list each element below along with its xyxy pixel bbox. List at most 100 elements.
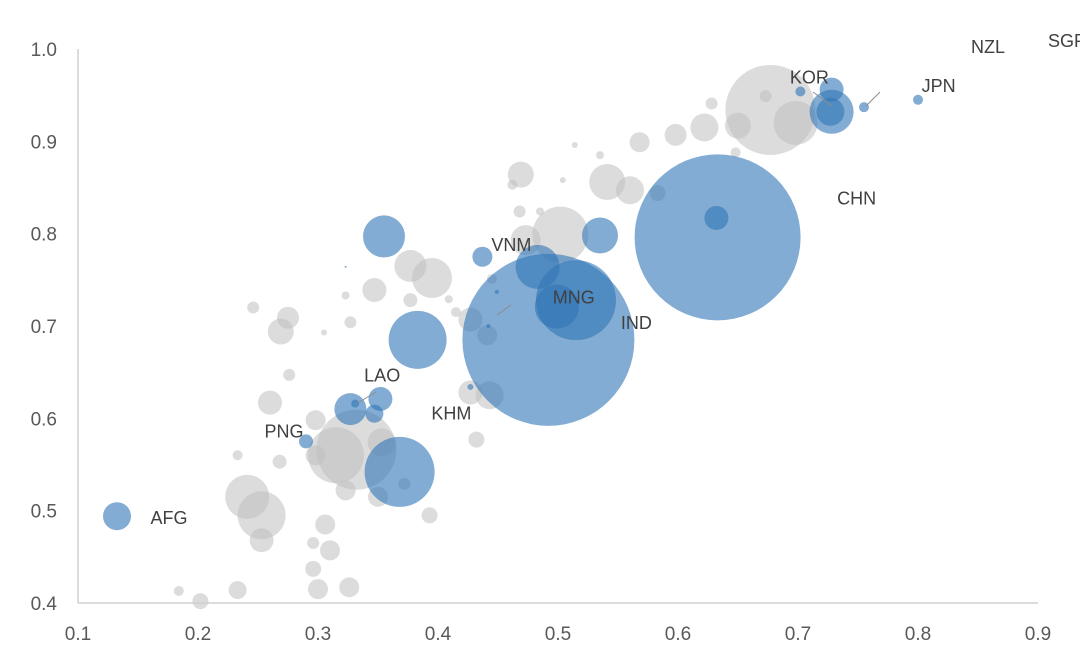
highlighted-bubbles bbox=[103, 77, 923, 531]
bubble-other bbox=[237, 491, 286, 540]
bubble-highlighted bbox=[486, 324, 491, 328]
bubble-other bbox=[444, 295, 453, 304]
bubble-other bbox=[308, 579, 328, 600]
bubble-other bbox=[690, 113, 719, 142]
y-tick-label: 0.9 bbox=[31, 132, 57, 153]
x-tick-label: 0.5 bbox=[545, 624, 571, 645]
bubble-nzl bbox=[859, 102, 869, 113]
bubble-other bbox=[320, 540, 340, 561]
bubble-sgp bbox=[913, 94, 923, 105]
data-label-chn: CHN bbox=[837, 188, 876, 208]
bubble-highlighted bbox=[494, 289, 499, 294]
bubble-other bbox=[596, 151, 604, 160]
x-tick-label: 0.8 bbox=[905, 624, 931, 645]
bubble-other bbox=[403, 293, 418, 308]
data-label-png: PNG bbox=[264, 421, 303, 441]
bubble-other bbox=[247, 301, 260, 314]
bubble-highlighted bbox=[363, 215, 405, 258]
bubble-other bbox=[258, 390, 282, 415]
x-tick-label: 0.7 bbox=[785, 624, 811, 645]
x-tick-label: 0.4 bbox=[425, 624, 452, 645]
bubble-other bbox=[730, 147, 741, 158]
bubble-highlighted bbox=[344, 265, 347, 268]
bubble-other bbox=[394, 249, 427, 282]
data-label-afg: AFG bbox=[150, 508, 187, 528]
axes: 0.1 0.2 0.3 0.4 0.5 0.6 0.7 0.8 0.9 0.4 0.5 0.6 0.7 0… bbox=[31, 40, 1052, 645]
bubble-other bbox=[315, 514, 336, 535]
bubble-other bbox=[629, 132, 650, 153]
bubble-vnm bbox=[472, 246, 493, 267]
bubble-mng bbox=[534, 284, 579, 329]
bubble-other bbox=[759, 90, 772, 103]
bubble-other bbox=[305, 410, 326, 431]
y-tick-label: 0.6 bbox=[31, 409, 57, 430]
bubble-lao bbox=[351, 399, 360, 408]
bubble-highlighted bbox=[334, 393, 367, 426]
leader-line-nzl bbox=[865, 91, 881, 107]
y-tick-label: 0.5 bbox=[31, 502, 57, 523]
data-label-sgp: SGP bbox=[1048, 31, 1080, 51]
data-label-kor: KOR bbox=[790, 67, 829, 87]
bubble-other bbox=[559, 177, 566, 184]
bubble-highlighted bbox=[816, 97, 845, 126]
bubble-other bbox=[277, 306, 299, 329]
x-tick-label: 0.1 bbox=[65, 624, 91, 645]
bubble-other bbox=[344, 316, 357, 329]
bubble-other bbox=[362, 277, 387, 302]
bubble-other bbox=[335, 480, 356, 501]
x-tick-label: 0.9 bbox=[1025, 624, 1051, 645]
leader-line-lao bbox=[355, 391, 377, 405]
bubble-other bbox=[307, 536, 320, 549]
bubble-kor bbox=[795, 86, 806, 97]
data-label-vnm: VNM bbox=[491, 235, 531, 255]
bubble-other bbox=[664, 123, 687, 146]
bubble-other bbox=[339, 577, 360, 598]
bubble-other bbox=[232, 450, 243, 461]
bubble-other bbox=[513, 205, 526, 218]
bubble-highlighted bbox=[364, 436, 435, 507]
bubble-other bbox=[451, 307, 461, 318]
bubble-other bbox=[173, 585, 184, 596]
bubble-other bbox=[468, 431, 485, 448]
bubble-other bbox=[341, 291, 350, 300]
bubble-other bbox=[705, 97, 718, 110]
bubble-other bbox=[507, 179, 518, 190]
bubble-other bbox=[305, 560, 322, 577]
bubble-other bbox=[228, 581, 247, 600]
data-labels: AFG PNG LAO KHM VNM IND MNG CHN KOR JPN NZL SGP bbox=[150, 31, 1080, 528]
bubble-highlighted bbox=[388, 310, 447, 369]
bubble-other bbox=[725, 112, 751, 139]
y-tick-label: 1.0 bbox=[31, 40, 57, 61]
bubble-other bbox=[272, 454, 287, 469]
bubble-other bbox=[305, 445, 326, 466]
bubble-other bbox=[249, 528, 274, 553]
bubble-highlighted bbox=[582, 217, 618, 254]
data-label-mng: MNG bbox=[553, 288, 595, 308]
y-tick-label: 0.7 bbox=[31, 317, 57, 338]
x-tick-label: 0.3 bbox=[305, 624, 331, 645]
data-label-khm: KHM bbox=[431, 404, 471, 424]
data-label-lao: LAO bbox=[364, 366, 400, 386]
x-tick-label: 0.6 bbox=[665, 624, 691, 645]
data-label-ind: IND bbox=[621, 313, 652, 333]
data-label-jpn: JPN bbox=[922, 76, 956, 96]
bubble-khm bbox=[365, 404, 384, 423]
bubble-highlighted bbox=[704, 205, 729, 230]
y-tick-label: 0.4 bbox=[31, 594, 58, 615]
leader-line-kor bbox=[812, 91, 833, 107]
bubble-afg bbox=[103, 502, 131, 531]
bubble-other bbox=[283, 368, 296, 381]
y-tick-label: 0.8 bbox=[31, 225, 57, 246]
bubble-other bbox=[571, 142, 578, 149]
data-label-nzl: NZL bbox=[971, 37, 1005, 57]
bubble-png bbox=[299, 434, 313, 449]
x-tick-label: 0.2 bbox=[185, 624, 211, 645]
bubble-other bbox=[421, 507, 438, 524]
leader-line-mng bbox=[496, 304, 512, 316]
bubble-highlighted bbox=[467, 383, 474, 390]
bubble-other bbox=[192, 593, 209, 610]
bubble-chn bbox=[634, 154, 801, 321]
bubble-other bbox=[308, 427, 364, 484]
bubble-other bbox=[773, 100, 818, 145]
